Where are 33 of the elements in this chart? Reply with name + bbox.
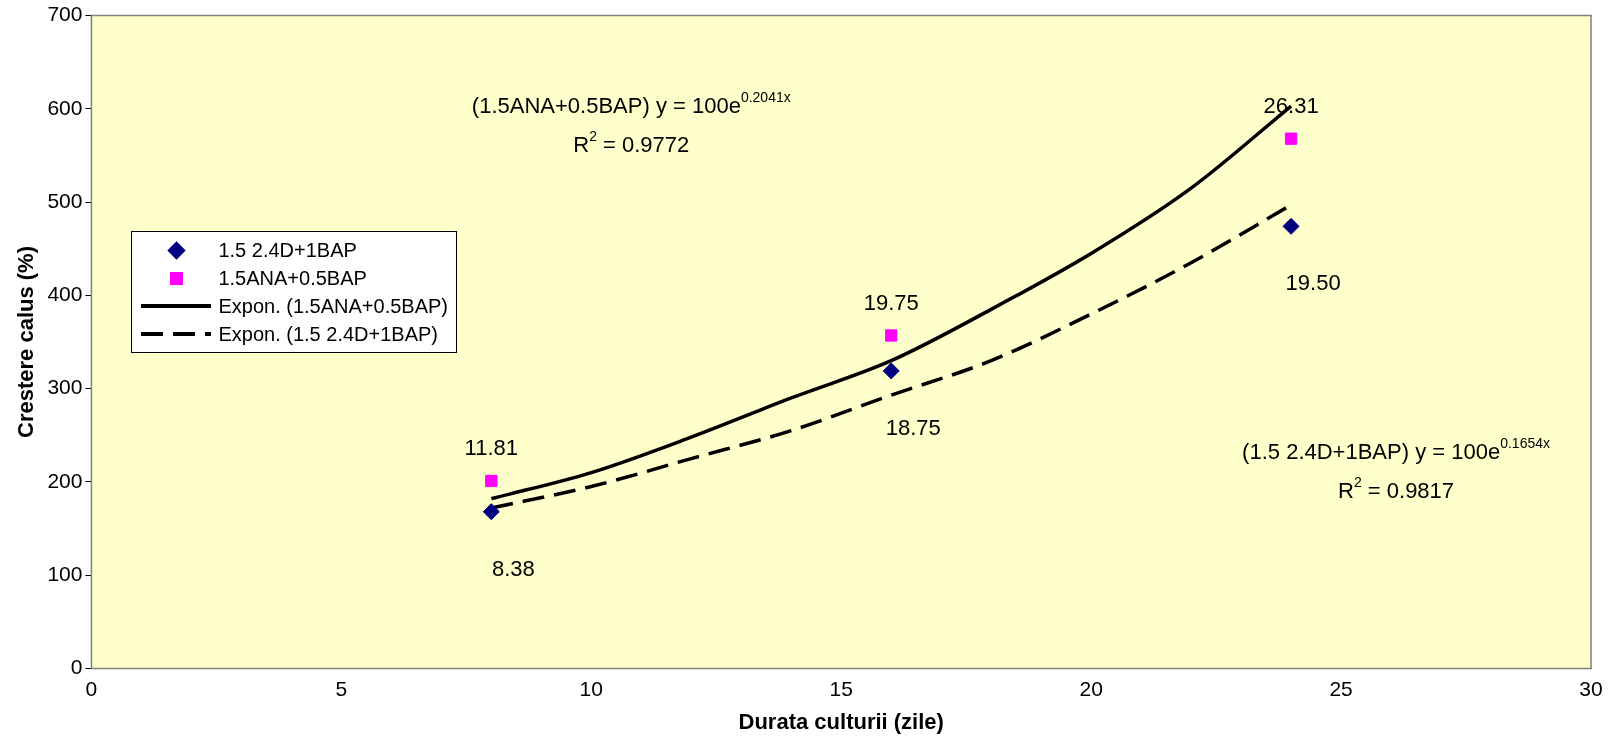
annotation: 26.31	[1263, 92, 1319, 118]
point	[1284, 132, 1298, 145]
point	[882, 362, 900, 380]
point	[885, 329, 898, 342]
legend-label: Expon. (1.5ANA+0.5BAP)	[218, 294, 449, 318]
legend-label: 1.5ANA+0.5BAP	[218, 266, 367, 290]
y-tick-label: 200	[47, 468, 83, 492]
x-tick-label: 0	[85, 676, 98, 700]
y-tick-label: 400	[47, 282, 83, 306]
y-tick-label: 700	[47, 2, 83, 26]
annotation: 18.75	[885, 414, 941, 440]
annotation: 19.50	[1285, 270, 1341, 296]
legend-label: Expon. (1.5 2.4D+1BAP)	[218, 322, 439, 346]
point	[482, 503, 500, 521]
x-tick-label: 15	[829, 676, 853, 700]
y-tick-label: 100	[47, 561, 83, 585]
y-tick-label: 600	[47, 95, 83, 119]
legend-label: 1.5 2.4D+1BAP	[218, 238, 357, 262]
y-tick-label: 300	[47, 375, 83, 399]
point	[485, 474, 498, 488]
y-tick-label: 0	[70, 655, 83, 679]
annotation: 8.38	[491, 555, 535, 581]
point	[1282, 217, 1300, 235]
y-tick-label: 500	[47, 188, 83, 212]
x-tick-label: 10	[579, 676, 603, 700]
x-tick-label: 5	[335, 676, 348, 700]
annotation: 11.81	[464, 435, 519, 461]
x-tick-label: 30	[1579, 676, 1603, 700]
x-axis-title: Durata culturii (zile)	[738, 708, 944, 734]
x-tick-label: 25	[1329, 676, 1353, 700]
x-tick-label: 20	[1079, 676, 1103, 700]
annotation: 19.75	[863, 289, 919, 315]
y-axis-title: Crestere calus (%)	[13, 246, 39, 438]
